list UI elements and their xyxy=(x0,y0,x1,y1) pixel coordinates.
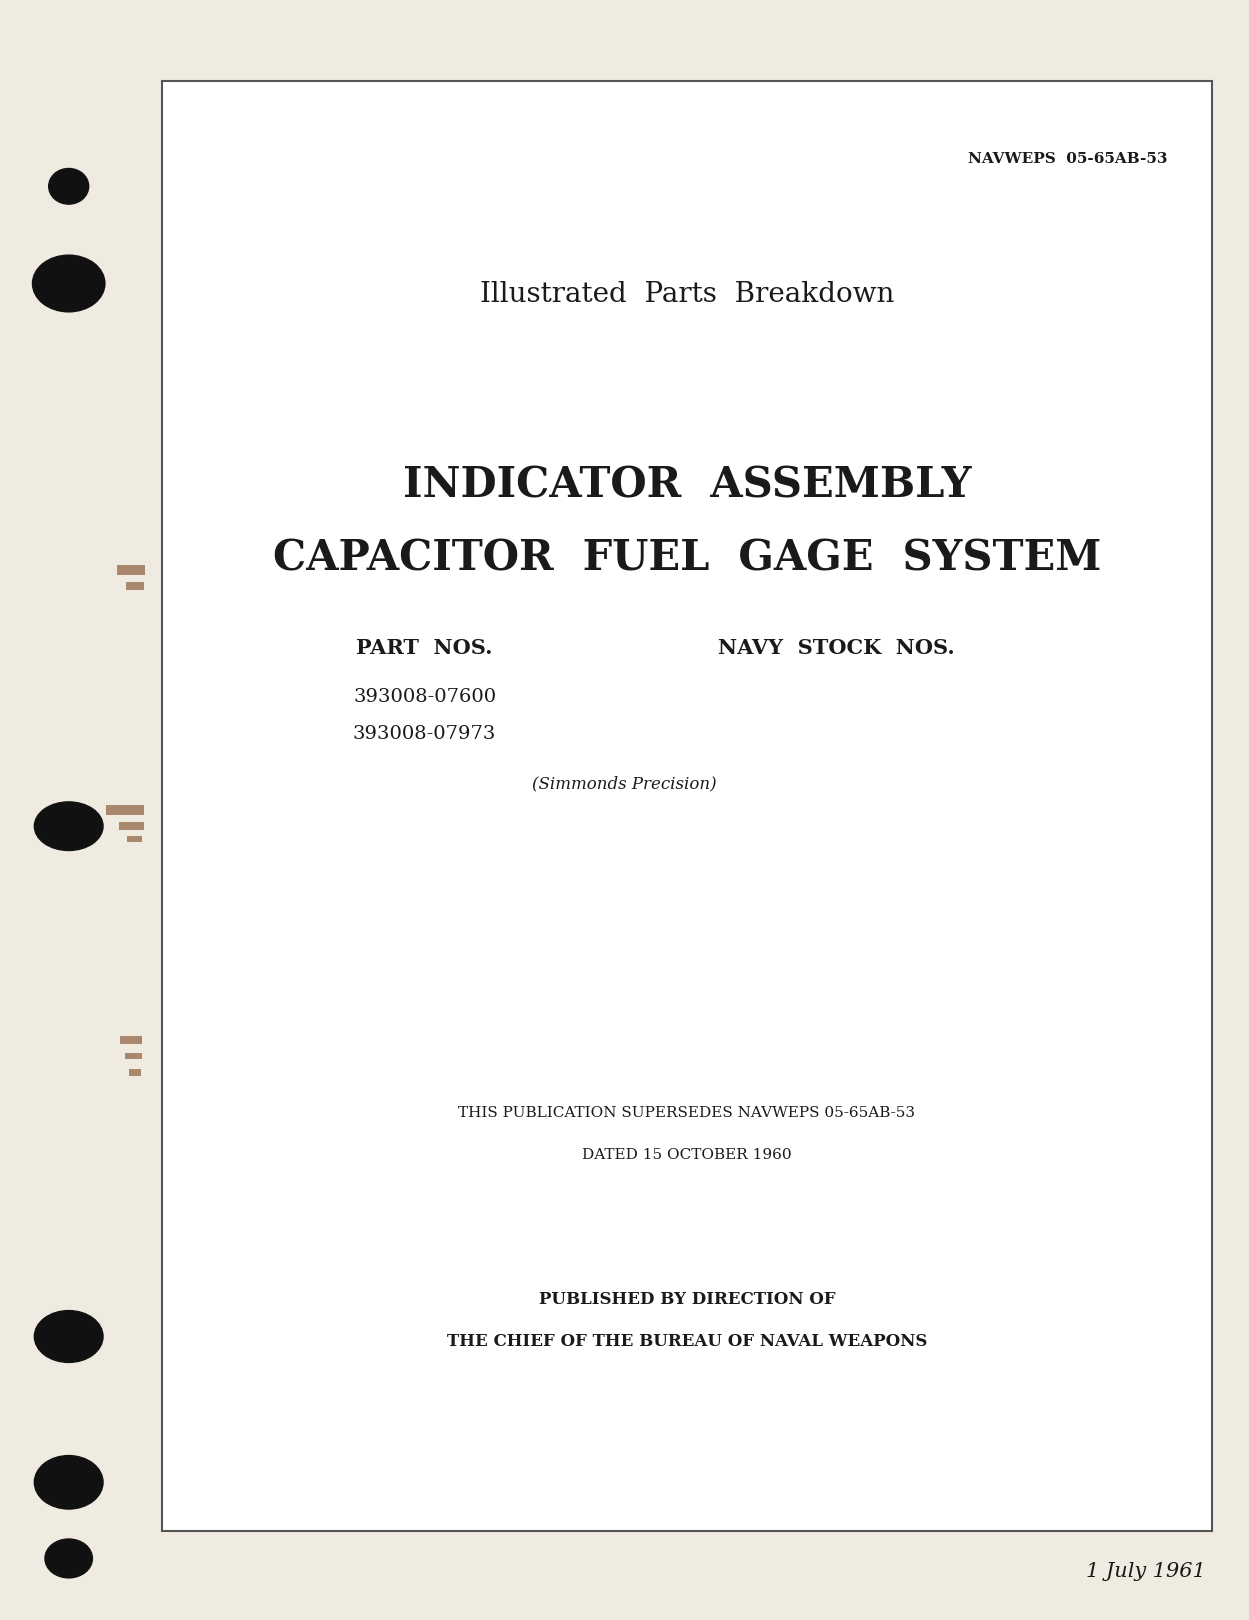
Bar xyxy=(129,1069,141,1076)
Text: DATED 15 OCTOBER 1960: DATED 15 OCTOBER 1960 xyxy=(582,1149,792,1162)
Text: THE CHIEF OF THE BUREAU OF NAVAL WEAPONS: THE CHIEF OF THE BUREAU OF NAVAL WEAPONS xyxy=(447,1333,927,1349)
Bar xyxy=(119,823,144,829)
Ellipse shape xyxy=(35,1455,102,1510)
Text: (Simmonds Precision): (Simmonds Precision) xyxy=(532,776,717,792)
Text: 1 July 1961: 1 July 1961 xyxy=(1085,1562,1205,1581)
Text: THIS PUBLICATION SUPERSEDES NAVWEPS 05-65AB-53: THIS PUBLICATION SUPERSEDES NAVWEPS 05-6… xyxy=(458,1106,916,1119)
Text: INDICATOR  ASSEMBLY: INDICATOR ASSEMBLY xyxy=(402,465,972,507)
Text: PUBLISHED BY DIRECTION OF: PUBLISHED BY DIRECTION OF xyxy=(538,1291,836,1307)
Bar xyxy=(127,836,142,842)
Ellipse shape xyxy=(49,168,89,204)
Bar xyxy=(125,1053,142,1059)
Bar xyxy=(126,582,144,590)
Ellipse shape xyxy=(45,1539,92,1578)
Ellipse shape xyxy=(35,1311,102,1362)
Text: NAVY  STOCK  NOS.: NAVY STOCK NOS. xyxy=(718,638,955,658)
Bar xyxy=(120,1037,142,1045)
Text: NAVWEPS  05-65AB-53: NAVWEPS 05-65AB-53 xyxy=(968,152,1168,167)
Text: PART  NOS.: PART NOS. xyxy=(356,638,493,658)
Bar xyxy=(117,565,145,575)
Bar xyxy=(106,805,144,815)
Bar xyxy=(162,81,1212,1531)
Text: 393008-07973: 393008-07973 xyxy=(353,724,496,744)
Ellipse shape xyxy=(35,802,102,850)
Text: Illustrated  Parts  Breakdown: Illustrated Parts Breakdown xyxy=(480,282,894,308)
Text: CAPACITOR  FUEL  GAGE  SYSTEM: CAPACITOR FUEL GAGE SYSTEM xyxy=(272,538,1102,580)
Ellipse shape xyxy=(32,256,105,311)
Text: 393008-07600: 393008-07600 xyxy=(353,687,496,706)
